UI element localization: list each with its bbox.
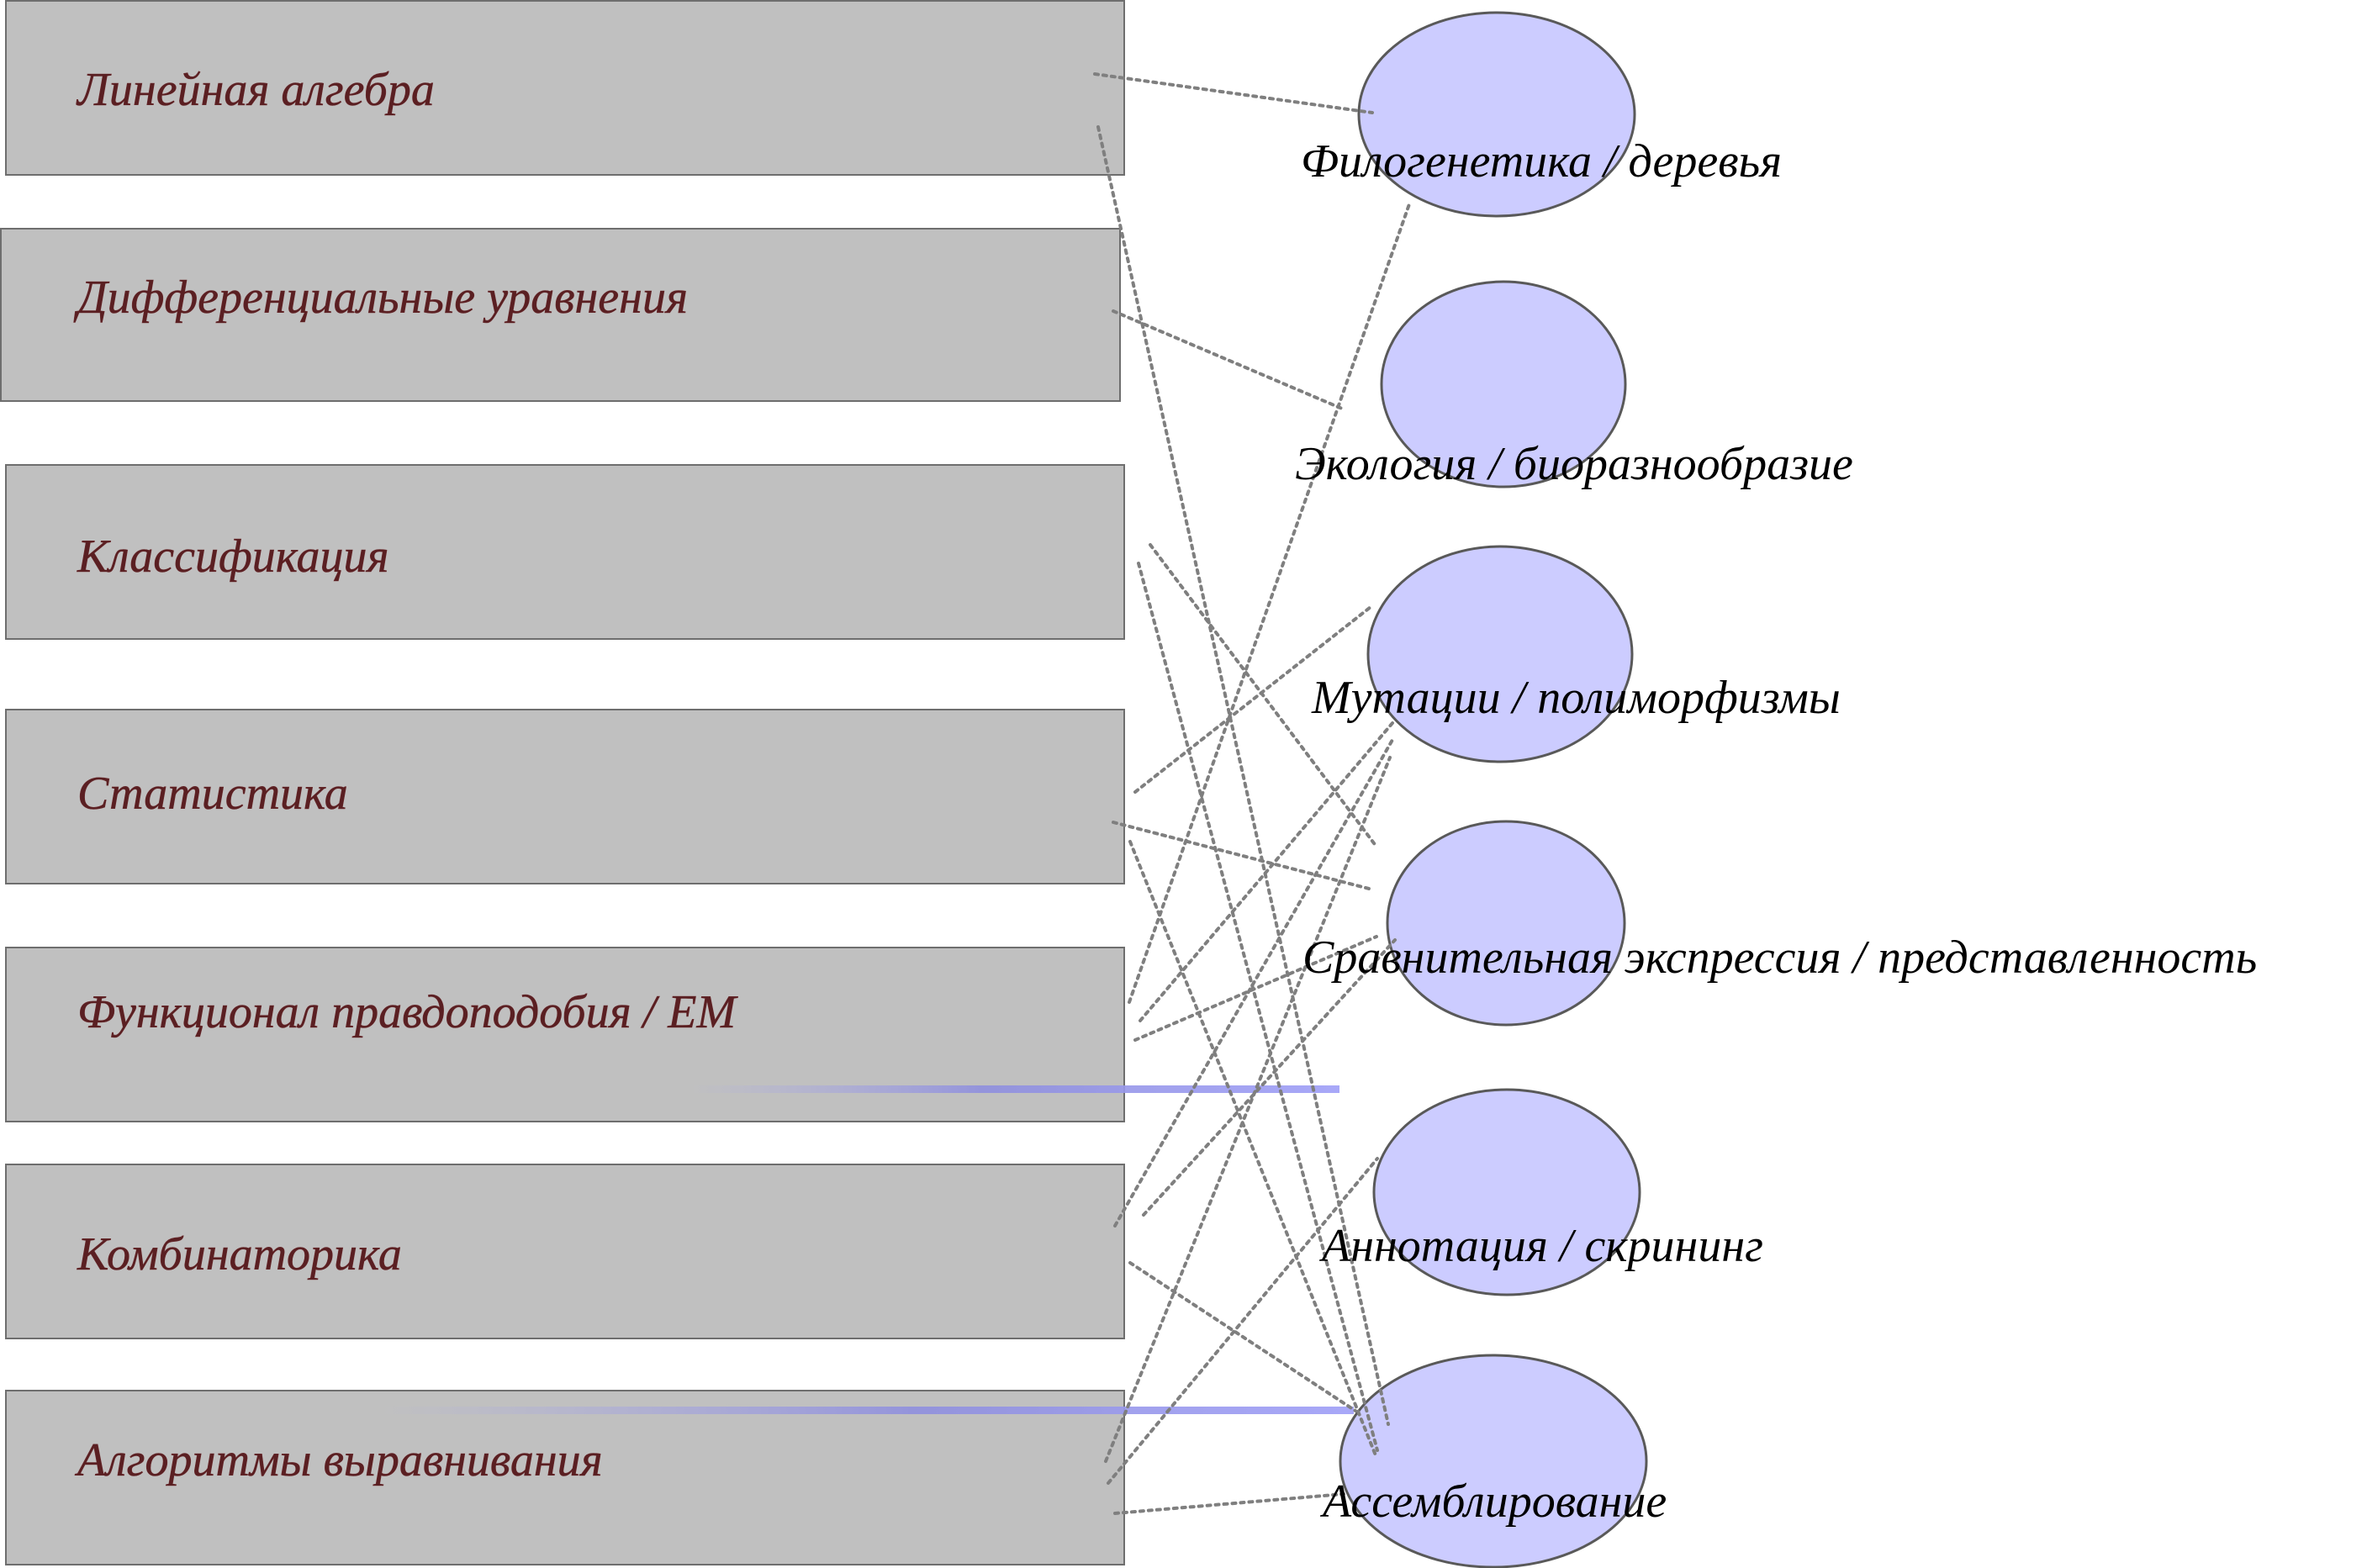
method-box-alignment-algorithms: Алгоритмы выравнивания bbox=[5, 1390, 1125, 1565]
connector-likelihood-em-comparative-expression bbox=[1133, 935, 1378, 1042]
topic-comparative-expression bbox=[1386, 820, 1626, 1027]
connector-differential-equations-ecology bbox=[1112, 309, 1344, 410]
connector-classification-assembly bbox=[1137, 562, 1379, 1452]
topic-assembly bbox=[1339, 1354, 1648, 1568]
method-label: Дифференциальные уравнения bbox=[73, 272, 688, 324]
topic-mutations bbox=[1366, 545, 1634, 763]
method-label: Статистика bbox=[77, 768, 348, 820]
method-label: Алгоритмы выравнивания bbox=[74, 1434, 603, 1486]
methods-column: Линейная алгебра Дифференциальные уравне… bbox=[0, 0, 1125, 1565]
connector-linear-algebra-phylogenetics bbox=[1093, 72, 1374, 114]
topic-label-annotation: Аннотация / скрининг bbox=[1318, 1220, 1763, 1272]
topic-label-ecology: Экология / биоразнообразие bbox=[1295, 438, 1853, 490]
connector-linear-algebra-assembly bbox=[1096, 125, 1390, 1426]
topic-label-assembly: Ассемблирование bbox=[1319, 1476, 1667, 1528]
method-box-differential-equations: Дифференциальные уравнения bbox=[0, 228, 1121, 402]
method-box-linear-algebra: Линейная алгебра bbox=[5, 0, 1125, 176]
connector-alignment-algorithms-annotation bbox=[1107, 1157, 1379, 1485]
connector-alignment-algorithms-mutations bbox=[1104, 756, 1392, 1463]
method-label: Комбинаторика bbox=[77, 1228, 402, 1280]
method-box-classification: Классификация bbox=[5, 464, 1125, 640]
connector-combinatorics-assembly bbox=[1128, 1261, 1357, 1412]
method-box-combinatorics: Комбинаторика bbox=[5, 1164, 1125, 1339]
method-label: Линейная алгебра bbox=[76, 64, 435, 116]
topic-labels: Филогенетика / деревья Экология / биораз… bbox=[1295, 135, 2257, 1528]
topic-annotation bbox=[1372, 1088, 1641, 1296]
connector-combinatorics-comparative-expression bbox=[1142, 938, 1397, 1217]
topics-column bbox=[1339, 11, 1648, 1568]
connector-statistics-comparative-expression bbox=[1112, 821, 1374, 891]
highlight-bars bbox=[378, 1085, 1354, 1414]
topic-label-phylogenetics: Филогенетика / деревья bbox=[1301, 135, 1782, 187]
method-label: Функционал правдоподобия / EM bbox=[77, 986, 738, 1038]
method-box-likelihood-em: Функционал правдоподобия / EM bbox=[5, 947, 1125, 1122]
method-label: Классификация bbox=[77, 531, 389, 583]
topic-label-comparative-expression: Сравнительная экспрессия / представленно… bbox=[1302, 932, 2257, 984]
connectors bbox=[1093, 72, 1412, 1515]
connector-statistics-mutations bbox=[1133, 605, 1372, 794]
connector-combinatorics-mutations bbox=[1113, 738, 1394, 1227]
topic-ecology bbox=[1380, 280, 1627, 488]
topic-phylogenetics bbox=[1357, 11, 1636, 218]
connector-likelihood-em-mutations bbox=[1139, 721, 1394, 1022]
connector-classification-comparative-expression bbox=[1149, 543, 1378, 848]
highlight-bar-alignment bbox=[378, 1407, 1354, 1414]
topic-label-mutations: Мутации / полиморфизмы bbox=[1311, 672, 1841, 724]
highlight-bar-likelihood bbox=[689, 1085, 1339, 1093]
connector-likelihood-em-phylogenetics bbox=[1128, 200, 1412, 1004]
connector-statistics-assembly bbox=[1128, 840, 1377, 1457]
connector-alignment-algorithms-assembly bbox=[1113, 1492, 1345, 1515]
method-box-statistics: Статистика bbox=[5, 709, 1125, 884]
